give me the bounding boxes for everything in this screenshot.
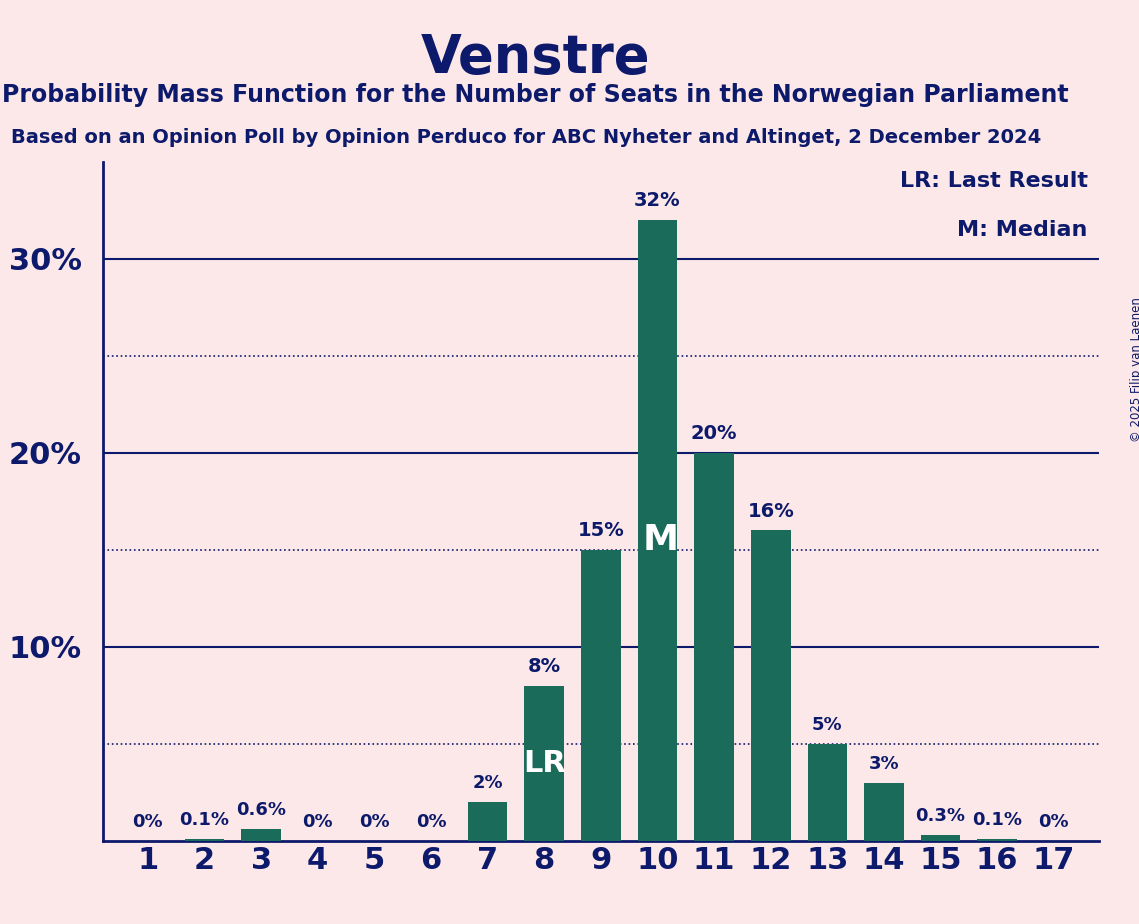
Bar xyxy=(581,550,621,841)
Text: 0%: 0% xyxy=(302,813,333,832)
Text: 0%: 0% xyxy=(132,813,163,832)
Text: 0.1%: 0.1% xyxy=(180,811,229,829)
Text: 0%: 0% xyxy=(1039,813,1070,832)
Text: 0%: 0% xyxy=(416,813,446,832)
Text: M: M xyxy=(642,523,679,557)
Bar xyxy=(977,839,1017,841)
Text: 16%: 16% xyxy=(747,502,794,521)
Text: 32%: 32% xyxy=(634,191,681,211)
Text: Venstre: Venstre xyxy=(420,32,650,84)
Text: 2%: 2% xyxy=(473,774,503,793)
Text: M: Median: M: Median xyxy=(958,220,1088,240)
Text: 5%: 5% xyxy=(812,716,843,735)
Text: 8%: 8% xyxy=(527,657,560,676)
Text: Probability Mass Function for the Number of Seats in the Norwegian Parliament: Probability Mass Function for the Number… xyxy=(2,83,1068,107)
Text: Based on an Opinion Poll by Opinion Perduco for ABC Nyheter and Altinget, 2 Dece: Based on an Opinion Poll by Opinion Perd… xyxy=(11,128,1042,147)
Bar xyxy=(695,453,734,841)
Bar xyxy=(638,220,678,841)
Bar xyxy=(920,835,960,841)
Bar xyxy=(185,839,224,841)
Text: LR: LR xyxy=(523,748,566,778)
Bar xyxy=(524,686,564,841)
Text: 0%: 0% xyxy=(359,813,390,832)
Bar xyxy=(865,783,903,841)
Bar xyxy=(751,530,790,841)
Text: © 2025 Filip van Laenen: © 2025 Filip van Laenen xyxy=(1130,298,1139,442)
Text: 0.1%: 0.1% xyxy=(973,811,1022,829)
Bar xyxy=(468,802,507,841)
Text: 20%: 20% xyxy=(691,424,737,444)
Bar xyxy=(808,744,847,841)
Bar xyxy=(241,829,281,841)
Text: 0.3%: 0.3% xyxy=(916,808,966,825)
Text: 0.6%: 0.6% xyxy=(236,801,286,820)
Text: 3%: 3% xyxy=(869,755,900,772)
Text: 15%: 15% xyxy=(577,521,624,540)
Text: LR: Last Result: LR: Last Result xyxy=(900,172,1088,191)
